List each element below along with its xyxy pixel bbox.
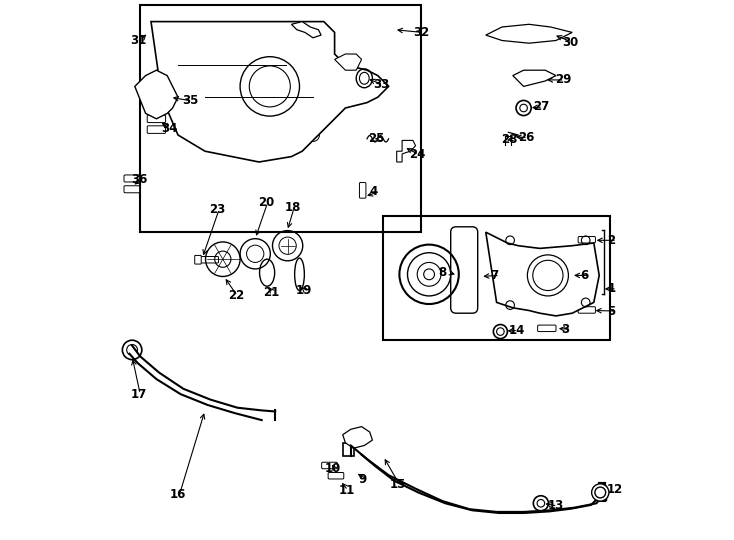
Text: 21: 21 [264,286,280,299]
Circle shape [592,484,609,501]
Text: 30: 30 [562,36,578,49]
Polygon shape [151,22,388,162]
Text: 16: 16 [170,488,186,501]
FancyBboxPatch shape [578,237,595,243]
Polygon shape [335,54,362,70]
Text: 2: 2 [607,234,615,247]
Text: 7: 7 [490,269,498,282]
Text: 24: 24 [409,148,426,161]
Polygon shape [396,140,415,162]
FancyBboxPatch shape [124,186,139,193]
Text: 25: 25 [368,132,385,145]
FancyBboxPatch shape [196,256,219,263]
Polygon shape [513,70,556,86]
Text: 13: 13 [548,500,564,512]
Text: 36: 36 [131,173,148,186]
Text: 35: 35 [182,94,199,107]
Text: 6: 6 [581,269,589,282]
Text: 17: 17 [131,388,147,401]
Polygon shape [135,70,178,119]
Text: 27: 27 [534,100,550,113]
FancyBboxPatch shape [195,255,201,264]
Polygon shape [129,346,275,420]
Text: 19: 19 [296,284,312,297]
Circle shape [595,487,606,498]
Text: 29: 29 [555,73,571,86]
Text: 14: 14 [509,324,525,337]
FancyBboxPatch shape [578,307,595,313]
Polygon shape [291,22,321,38]
Text: 10: 10 [325,462,341,475]
Text: 15: 15 [390,478,406,491]
FancyBboxPatch shape [148,115,166,123]
Text: 8: 8 [438,266,446,279]
Text: 31: 31 [131,34,147,47]
Text: 12: 12 [606,483,622,496]
Text: 26: 26 [518,131,534,144]
Text: 28: 28 [501,133,517,146]
Bar [383,216,610,340]
FancyBboxPatch shape [124,175,139,182]
FancyBboxPatch shape [537,325,556,332]
FancyBboxPatch shape [328,472,344,479]
Polygon shape [486,232,599,316]
Circle shape [499,27,510,38]
Text: 34: 34 [161,122,177,135]
Circle shape [548,29,559,39]
Bar [140,5,421,232]
Text: 22: 22 [228,289,244,302]
Text: 11: 11 [338,484,355,497]
Text: 4: 4 [370,185,378,198]
FancyBboxPatch shape [321,462,338,469]
Text: 32: 32 [413,26,429,39]
Text: 20: 20 [258,196,275,209]
Polygon shape [351,437,599,508]
Text: 18: 18 [284,201,301,214]
Circle shape [424,269,435,280]
Text: 33: 33 [374,78,390,91]
FancyBboxPatch shape [148,126,166,133]
Text: 5: 5 [607,305,616,318]
Text: 9: 9 [358,473,366,486]
Bar [343,443,354,456]
Polygon shape [343,427,372,448]
Polygon shape [486,24,573,43]
Text: 1: 1 [607,282,615,295]
FancyBboxPatch shape [360,183,366,198]
Text: 23: 23 [209,203,225,216]
Text: 3: 3 [562,323,570,336]
